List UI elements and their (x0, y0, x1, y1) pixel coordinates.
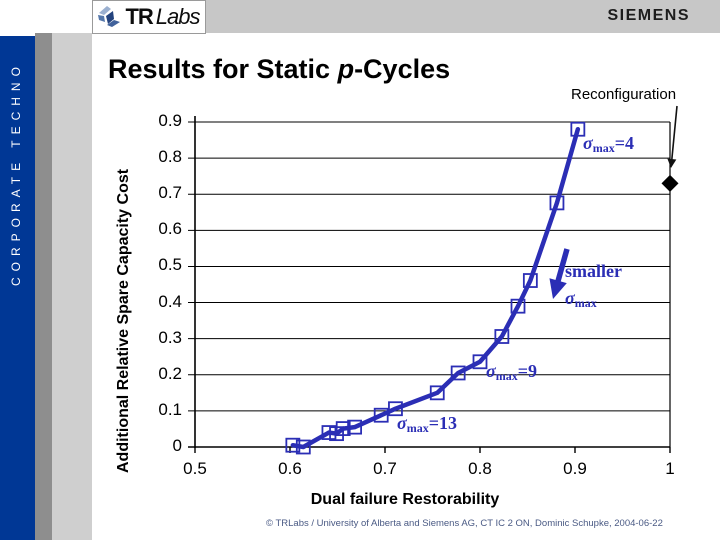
left-shadow-strip (35, 33, 52, 540)
page-title-prefix: Results for Static (108, 54, 338, 84)
reconfiguration-arrow-head (667, 158, 677, 168)
data-point-marker (295, 439, 311, 455)
siemens-wordmark: SIEMENS (607, 7, 690, 24)
trlabs-logo-icon (98, 6, 121, 27)
data-point-marker (472, 354, 488, 370)
reconfiguration-diamond (661, 174, 679, 192)
footer-credit: © TRLabs / University of Alberta and Sie… (266, 518, 663, 529)
reconfiguration-arrow (670, 105, 678, 162)
data-point-marker (373, 407, 389, 423)
data-point-marker (510, 298, 526, 314)
page-title: Results for Static p-Cycles (108, 54, 450, 85)
data-point-marker (388, 401, 403, 417)
smaller-sigma-arrow (553, 248, 570, 287)
page-title-p: p (337, 54, 355, 84)
smaller-sigma-arrow-head (549, 278, 567, 299)
data-point-marker (321, 425, 337, 440)
reconfiguration-label: Reconfiguration (571, 86, 677, 103)
data-point-marker (347, 419, 363, 435)
data-point-marker (450, 365, 466, 381)
header-band (203, 0, 720, 33)
series-line (290, 126, 581, 450)
logo-text-tr: TR (125, 4, 153, 29)
data-point-marker (335, 421, 351, 436)
data-point-marker (549, 195, 565, 211)
trlabs-logo: TR Labs (92, 0, 206, 34)
logo-text-labs: Labs (155, 4, 201, 29)
y-axis-title: Additional Relative Spare Capacity Cost (115, 168, 132, 473)
data-point-marker (285, 437, 301, 453)
left-light-strip (52, 33, 92, 540)
data-point-marker (494, 329, 510, 344)
data-point-marker (522, 273, 538, 288)
x-axis-title: Dual failure Restorability (310, 491, 500, 508)
data-point-marker (429, 385, 445, 401)
page-title-suffix: -Cycles (354, 54, 451, 84)
corporate-technology-bar: CORPORATE TECHNO (0, 36, 35, 540)
data-point-marker (570, 121, 586, 137)
